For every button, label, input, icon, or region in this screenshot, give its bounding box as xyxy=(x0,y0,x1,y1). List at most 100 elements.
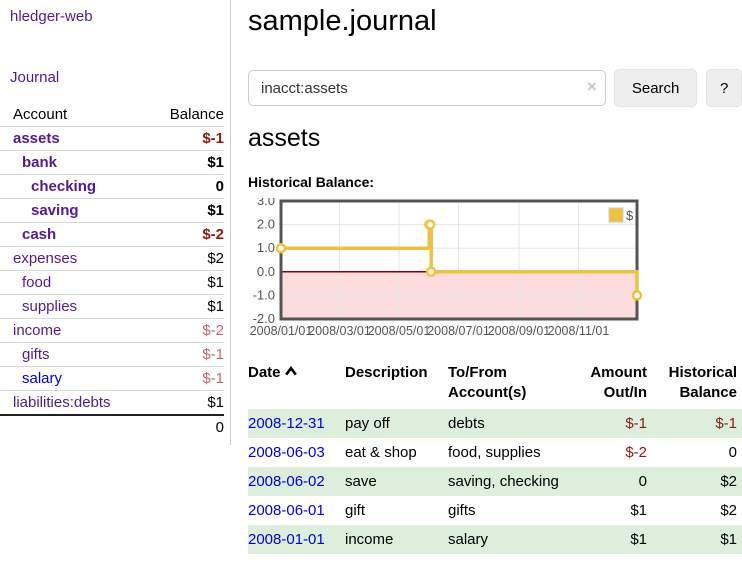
data-point-marker xyxy=(424,219,436,230)
account-balance: $1 xyxy=(207,202,224,219)
account-row: gifts $-1 xyxy=(0,342,224,366)
transaction-accounts: debts xyxy=(448,415,485,432)
account-column-header: Account xyxy=(13,106,68,123)
transaction-amount: $-2 xyxy=(625,444,647,461)
account-balance: $1 xyxy=(207,154,224,171)
amount-column-header: Amount Out/In xyxy=(590,364,647,401)
account-link[interactable]: checking xyxy=(31,178,97,195)
transaction-description: save xyxy=(345,473,377,490)
transaction-amount: $-1 xyxy=(625,415,647,432)
search-box: × xyxy=(248,70,606,106)
data-point-marker xyxy=(275,242,287,254)
description-column-header: Description xyxy=(345,364,428,381)
clear-search-icon[interactable]: × xyxy=(586,77,597,96)
search-input[interactable] xyxy=(248,70,606,106)
transaction-balance: $1 xyxy=(720,531,737,548)
account-balance: 0 xyxy=(215,178,224,195)
account-balance: $1 xyxy=(207,298,224,315)
date-column-header[interactable]: Date xyxy=(248,361,345,409)
y-tick-label: 1.0 xyxy=(257,240,275,255)
account-link[interactable]: assets xyxy=(13,130,60,147)
transaction-date-link[interactable]: 2008-01-01 xyxy=(248,531,325,548)
data-point-marker xyxy=(631,290,643,301)
search-button[interactable]: Search xyxy=(613,69,698,107)
account-balance: $-2 xyxy=(202,226,224,243)
account-row: expenses $2 xyxy=(0,246,224,270)
account-row: checking 0 xyxy=(0,174,224,198)
y-tick-label: 3.0 xyxy=(257,198,275,208)
transaction-amount: $1 xyxy=(630,531,647,548)
account-balance: $1 xyxy=(207,274,224,291)
account-link[interactable]: food xyxy=(22,274,52,291)
register-row: 2008-06-01 gift gifts $1 $2 xyxy=(248,496,742,525)
accounts-total-value: 0 xyxy=(215,419,224,436)
account-link[interactable]: liabilities:debts xyxy=(13,394,111,411)
account-row: saving $1 xyxy=(0,198,224,222)
account-link[interactable]: income xyxy=(13,322,62,339)
transaction-accounts: salary xyxy=(448,531,489,548)
transaction-description: gift xyxy=(345,502,366,519)
sidebar-item-journal[interactable]: Journal xyxy=(10,69,60,86)
transaction-accounts: saving, checking xyxy=(448,473,559,490)
transaction-date-link[interactable]: 2008-06-03 xyxy=(248,444,325,461)
account-row: income $-2 xyxy=(0,318,224,342)
transaction-date-link[interactable]: 2008-12-31 xyxy=(248,415,325,432)
transaction-amount: 0 xyxy=(638,473,647,490)
y-tick-label: -2.0 xyxy=(253,311,275,326)
account-heading: assets xyxy=(248,124,321,152)
y-tick-label: 2.0 xyxy=(257,217,275,232)
account-link[interactable]: cash xyxy=(22,226,57,243)
register-row: 2008-06-03 eat & shop food, supplies $-2… xyxy=(248,438,742,467)
account-link[interactable]: bank xyxy=(22,154,58,171)
account-row: bank $1 xyxy=(0,150,224,174)
account-balance: $-2 xyxy=(202,322,224,339)
account-link[interactable]: gifts xyxy=(22,346,50,363)
account-row: supplies $1 xyxy=(0,294,224,318)
accounts-total-row: 0 xyxy=(0,414,224,439)
transaction-date-link[interactable]: 2008-06-01 xyxy=(248,502,325,519)
account-link[interactable]: saving xyxy=(31,202,79,219)
transaction-accounts: gifts xyxy=(448,502,476,519)
accounts-table-header: Account Balance xyxy=(0,103,224,126)
help-button[interactable]: ? xyxy=(706,69,742,107)
x-tick-label: 2008/11/01 xyxy=(548,324,610,338)
transaction-description: pay off xyxy=(345,415,390,432)
accounts-table-body: assets $-1 bank $1 checking 0 saving $1 … xyxy=(0,126,224,414)
x-tick-label: 2008/07/01 xyxy=(427,324,490,338)
account-balance: $-1 xyxy=(202,130,224,147)
sidebar: hledger-web Journal Account Balance asse… xyxy=(0,0,231,445)
app-title-link[interactable]: hledger-web xyxy=(10,8,93,25)
balance-column-header2: Historical Balance xyxy=(668,364,737,401)
transaction-date-link[interactable]: 2008-06-02 xyxy=(248,473,325,490)
transaction-description: eat & shop xyxy=(345,444,417,461)
transaction-balance: $2 xyxy=(720,502,737,519)
register-row: 2008-12-31 pay off debts $-1 $-1 xyxy=(248,409,742,438)
accounts-table: Account Balance assets $-1 bank $1 check… xyxy=(0,103,224,439)
account-link[interactable]: salary xyxy=(22,370,63,387)
x-tick-label: 2008/05/01 xyxy=(368,324,431,338)
x-tick-label: 2008/09/01 xyxy=(488,324,551,338)
account-row: salary $-1 xyxy=(0,366,224,390)
account-balance: $1 xyxy=(207,394,224,411)
account-row: assets $-1 xyxy=(0,126,224,150)
account-balance: $2 xyxy=(207,250,224,267)
account-balance: $-1 xyxy=(202,370,224,387)
sort-asc-icon xyxy=(284,363,297,383)
x-tick-label: 2008/03/01 xyxy=(308,324,371,338)
chart-title: Historical Balance: xyxy=(248,174,375,190)
x-tick-label: 2008/01/01 xyxy=(250,324,313,338)
account-row: food $1 xyxy=(0,270,224,294)
legend-label: $ xyxy=(626,208,634,223)
page-title: sample.journal xyxy=(248,5,437,37)
transaction-accounts: food, supplies xyxy=(448,444,541,461)
account-link[interactable]: expenses xyxy=(13,250,78,267)
data-point-marker xyxy=(425,266,437,278)
historical-balance-chart: $3.0 2.0 1.0 0.0 -1.0 -2.0 2008/01/01 2008/03/0… xyxy=(248,193,742,345)
balance-column-header: Balance xyxy=(169,106,224,123)
register-row: 2008-06-02 save saving, checking 0 $2 xyxy=(248,467,742,496)
accounts-column-header: To/From Account(s) xyxy=(448,364,527,401)
account-link[interactable]: supplies xyxy=(22,298,78,315)
account-balance: $-1 xyxy=(202,346,224,363)
transaction-balance: 0 xyxy=(728,444,737,461)
transaction-balance: $2 xyxy=(720,473,737,490)
